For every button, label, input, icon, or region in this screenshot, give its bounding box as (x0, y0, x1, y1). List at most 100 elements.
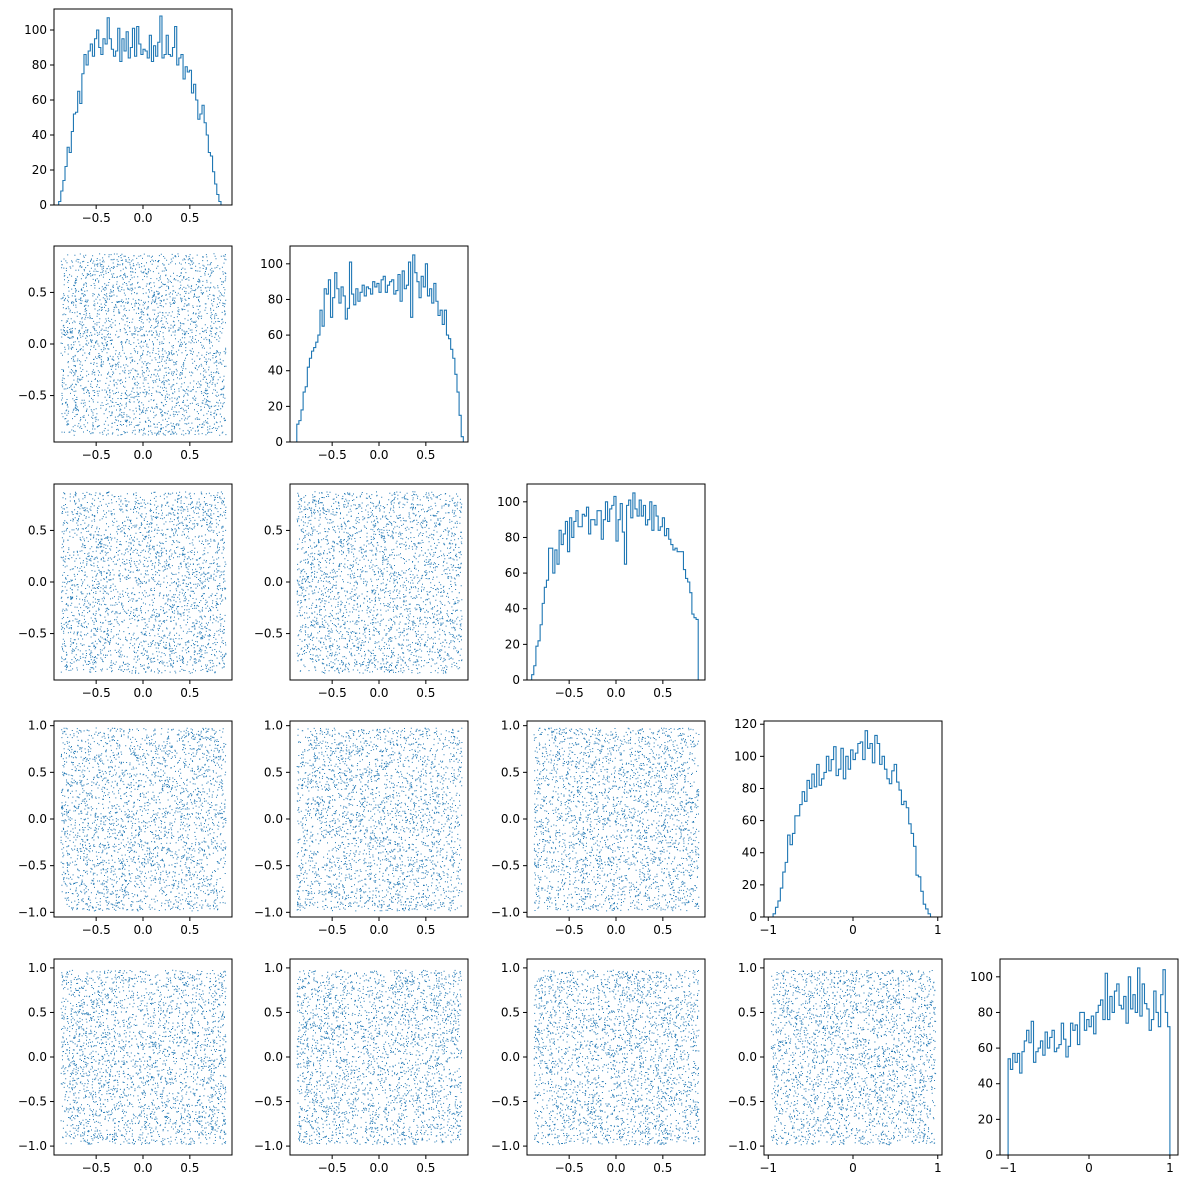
y-tick-label: 1.0 (28, 719, 47, 733)
histogram-panel-3: 0 20 40 60 80 100 −0.5 0.0 0.5 (497, 483, 706, 700)
scatter-points (296, 727, 463, 912)
scatter-points (60, 491, 227, 674)
axes-frame (526, 720, 706, 918)
y-tick-label: 1.0 (501, 719, 520, 733)
y-tick-label: 0 (39, 198, 47, 212)
x-tick-label: 1 (1166, 1161, 1174, 1175)
y-tick-label: −0.5 (18, 627, 47, 641)
x-tick-label: 0.5 (180, 686, 199, 700)
x-tick-label: 0.5 (416, 923, 435, 937)
y-tick-label: −1.0 (491, 905, 520, 919)
y-tick-label: 0.0 (28, 575, 47, 589)
y-tick-label: 0.5 (264, 523, 283, 537)
scatter-panel-2-3: −0.5 0.0 0.5 −0.5 0.0 0.5 (254, 483, 469, 700)
y-tick-label: 0.0 (501, 812, 520, 826)
y-tick-label: 0.0 (28, 812, 47, 826)
y-tick-label: 0.5 (501, 765, 520, 779)
scatter-points (533, 969, 700, 1146)
x-tick-label: −0.5 (82, 448, 111, 462)
scatter-panel-3-4: −1.0 −0.5 0.0 0.5 1.0 −0.5 0.0 0.5 (491, 719, 706, 937)
y-tick-label: 20 (978, 1112, 993, 1126)
x-tick-label: 1 (934, 923, 942, 937)
y-tick-label: −0.5 (18, 389, 47, 403)
y-tick-label: 100 (260, 257, 283, 271)
x-tick-label: −0.5 (318, 448, 347, 462)
y-tick-label: −1.0 (254, 905, 283, 919)
scatter-points (60, 727, 227, 912)
y-tick-label: 0.5 (264, 1005, 283, 1019)
y-tick-label: 0 (985, 1148, 993, 1162)
y-tick-label: 20 (742, 878, 757, 892)
y-tick-label: 40 (505, 602, 520, 616)
y-tick-label: −1.0 (728, 1139, 757, 1153)
x-tick-label: −1 (999, 1161, 1017, 1175)
axes-frame (289, 958, 469, 1156)
y-tick-label: 60 (742, 814, 757, 828)
y-tick-label: 80 (505, 530, 520, 544)
x-tick-label: −0.5 (318, 1161, 347, 1175)
x-tick-label: −0.5 (82, 211, 111, 225)
scatter-panel-1-3: −0.5 0.0 0.5 −0.5 0.0 0.5 (18, 483, 233, 700)
y-tick-label: 40 (32, 128, 47, 142)
y-tick-label: 0.5 (28, 285, 47, 299)
x-tick-label: 0.5 (180, 923, 199, 937)
y-tick-label: −0.5 (491, 1095, 520, 1109)
axes-frame (53, 8, 233, 206)
x-tick-label: −0.5 (555, 1161, 584, 1175)
scatter-panel-1-2: −0.5 0.0 0.5 −0.5 0.0 0.5 (18, 245, 233, 462)
x-tick-label: 0.0 (133, 1161, 152, 1175)
x-tick-label: −0.5 (318, 923, 347, 937)
axes-frame (289, 245, 469, 443)
y-tick-label: 1.0 (264, 961, 283, 975)
y-tick-label: 20 (32, 163, 47, 177)
scatter-panel-2-5: −1.0 −0.5 0.0 0.5 1.0 −0.5 0.0 0.5 (254, 958, 469, 1175)
x-tick-label: −1 (759, 1161, 777, 1175)
x-tick-label: 0.0 (369, 923, 388, 937)
histogram-panel-2: 0 20 40 60 80 100 −0.5 0.0 0.5 (260, 245, 469, 462)
y-tick-label: 0.0 (28, 337, 47, 351)
y-tick-label: 0 (749, 910, 757, 924)
scatter-points (296, 969, 463, 1146)
x-tick-label: −0.5 (555, 923, 584, 937)
axes-frame (289, 720, 469, 918)
x-tick-label: 0.0 (133, 211, 152, 225)
x-tick-label: 0.0 (133, 686, 152, 700)
y-tick-label: −1.0 (254, 1139, 283, 1153)
histogram-step-line (58, 15, 228, 206)
y-tick-label: −0.5 (254, 1095, 283, 1109)
x-tick-label: −1 (759, 923, 777, 937)
x-tick-label: 0.0 (133, 448, 152, 462)
y-tick-label: 20 (505, 637, 520, 651)
scatter-panel-4-5: −1.0 −0.5 0.0 0.5 1.0 −1 0 1 (728, 958, 943, 1175)
x-tick-label: −0.5 (318, 686, 347, 700)
y-tick-label: 0.0 (264, 812, 283, 826)
x-tick-label: 0.5 (180, 1161, 199, 1175)
y-tick-label: 0.0 (264, 575, 283, 589)
x-tick-label: −0.5 (82, 686, 111, 700)
x-tick-label: 0.5 (653, 1161, 672, 1175)
histogram-step-line (531, 492, 701, 681)
scatter-points (60, 969, 227, 1146)
y-tick-label: 60 (32, 93, 47, 107)
histogram-panel-1: 0 20 40 60 80 100 −0.5 0.0 0.5 (24, 8, 233, 225)
scatter-panel-2-4: −1.0 −0.5 0.0 0.5 1.0 −0.5 0.0 0.5 (254, 719, 469, 937)
y-tick-label: 80 (268, 292, 283, 306)
histogram-step-line (1007, 967, 1171, 1155)
y-tick-label: −1.0 (491, 1139, 520, 1153)
y-tick-label: 40 (978, 1077, 993, 1091)
y-tick-label: 40 (268, 364, 283, 378)
y-tick-label: 100 (24, 23, 47, 37)
x-tick-label: 0.0 (369, 448, 388, 462)
scatter-points (533, 727, 700, 912)
y-tick-label: −0.5 (254, 859, 283, 873)
axes-frame (526, 958, 706, 1156)
x-tick-label: 1 (934, 1161, 942, 1175)
y-tick-label: 80 (742, 781, 757, 795)
x-tick-label: 0 (849, 923, 857, 937)
y-tick-label: 0.5 (28, 1005, 47, 1019)
y-tick-label: −1.0 (18, 1139, 47, 1153)
histogram-step-line (768, 730, 938, 918)
x-tick-label: 0 (1085, 1161, 1093, 1175)
x-tick-label: −0.5 (82, 923, 111, 937)
